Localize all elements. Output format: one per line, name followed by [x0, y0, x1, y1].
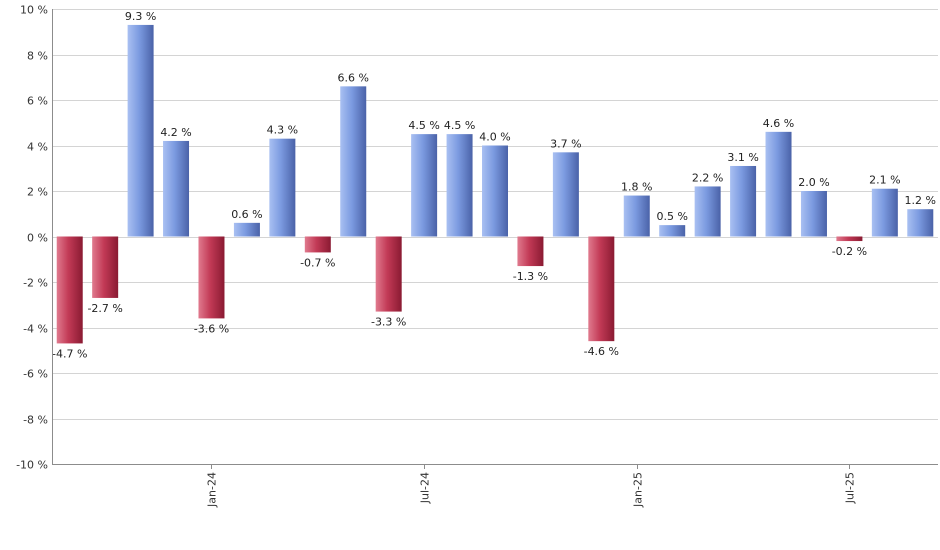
data-labels: -4.7 % -2.7 % 9.3 % 4.2 % -3.6 % 0.6 % 4.3 % -0… — [52, 10, 936, 360]
x-axis: Jan-24 Jul-24 Jan-25 Jul-25 — [52, 9, 938, 508]
data-label: 2.2 % — [692, 171, 723, 184]
y-tick-label: 10 % — [20, 4, 48, 17]
bar — [127, 24, 154, 237]
data-label: -4.6 % — [584, 345, 619, 358]
x-tick-label: Jul-24 — [419, 472, 432, 504]
data-label: 0.5 % — [656, 210, 687, 223]
y-tick-label: 4 % — [27, 141, 48, 154]
y-axis-tick-labels: 10 % 8 % 6 % 4 % 2 % 0 % -2 % -4 % -6 % -8 % -10 % — [16, 4, 48, 472]
bar — [694, 186, 721, 237]
data-label: -2.7 % — [87, 302, 122, 315]
bar — [375, 236, 402, 312]
y-tick-label: 0 % — [27, 232, 48, 245]
data-label: -1.3 % — [513, 270, 548, 283]
data-label: 4.0 % — [479, 131, 510, 144]
y-tick-label: 8 % — [27, 50, 48, 63]
data-label: 1.2 % — [905, 194, 936, 207]
y-tick-label: 6 % — [27, 95, 48, 108]
bar — [552, 152, 579, 237]
data-label: 6.6 % — [338, 71, 369, 84]
bar — [411, 134, 438, 237]
data-label: -0.7 % — [300, 256, 335, 269]
y-tick-label: -6 % — [23, 368, 48, 381]
y-tick-label: -2 % — [23, 277, 48, 290]
data-label: 2.0 % — [798, 176, 829, 189]
data-label: 4.5 % — [444, 119, 475, 132]
x-tick-label: Jan-24 — [206, 472, 219, 508]
data-label: 4.5 % — [408, 119, 439, 132]
y-tick-label: -4 % — [23, 323, 48, 336]
data-label: -3.3 % — [371, 316, 406, 329]
bar — [871, 188, 898, 237]
bar — [233, 222, 260, 237]
data-label: 0.6 % — [231, 208, 262, 221]
data-label: 3.1 % — [727, 151, 758, 164]
data-label: 3.7 % — [550, 137, 581, 150]
bar — [659, 225, 686, 237]
data-label: -3.6 % — [194, 322, 229, 335]
data-label: 4.3 % — [267, 124, 298, 137]
bar — [800, 191, 827, 237]
y-tick-label: -8 % — [23, 414, 48, 427]
bar — [198, 236, 225, 319]
x-tick-label: Jul-25 — [844, 472, 857, 504]
bar — [907, 209, 934, 237]
bar — [304, 236, 331, 253]
data-label: 1.8 % — [621, 181, 652, 194]
bar — [517, 236, 544, 267]
data-label: -0.2 % — [832, 245, 867, 258]
bar — [765, 131, 792, 237]
bars — [56, 24, 934, 344]
y-tick-label: -10 % — [16, 459, 48, 472]
bar — [92, 236, 119, 298]
grid-lines — [52, 9, 938, 465]
bar — [482, 145, 508, 237]
x-tick-label: Jan-25 — [632, 472, 645, 508]
data-label: 4.2 % — [160, 126, 191, 139]
bar — [56, 236, 83, 344]
bar — [340, 86, 367, 237]
data-label: 4.6 % — [763, 117, 794, 130]
bar — [588, 236, 615, 342]
bar — [446, 134, 473, 237]
bar — [623, 195, 650, 237]
bar — [730, 165, 757, 237]
data-label: 2.1 % — [869, 174, 900, 187]
bar — [163, 140, 190, 237]
y-tick-label: 2 % — [27, 186, 48, 199]
bar — [836, 236, 863, 242]
bar — [269, 138, 296, 237]
data-label: -4.7 % — [52, 347, 87, 360]
data-label: 9.3 % — [125, 10, 156, 23]
